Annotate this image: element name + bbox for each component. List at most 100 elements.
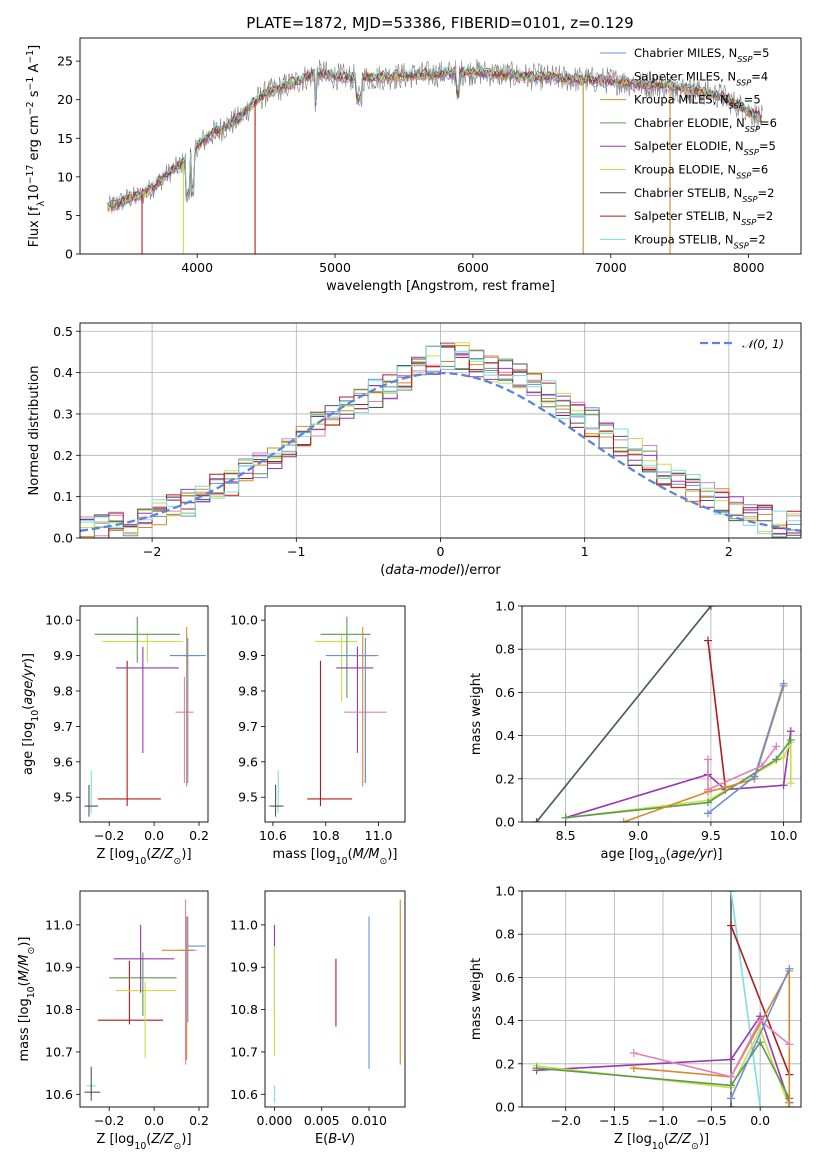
legend-label: Kroupa MILES, NSSP=5: [634, 93, 761, 111]
y-tick-label: 0.6: [495, 685, 515, 700]
y-tick-label: 25: [57, 54, 73, 69]
axes-frame: [79, 890, 209, 1108]
y-axis-label-part: M/M: [17, 955, 32, 982]
legend-label-part: Salpeter MILES, N: [634, 69, 736, 83]
y-tick-label: 5: [65, 208, 73, 223]
y-tick-label: 0.4: [495, 728, 515, 743]
legend-label-part: SSP: [734, 240, 749, 250]
x-axis-label-part: 10: [652, 1141, 664, 1152]
x-axis-label: wavelength [Angstrom, rest frame]: [326, 279, 555, 294]
model-spectrum-line: [107, 65, 762, 209]
weight-marker: [779, 753, 788, 762]
legend-label-part: SSP: [745, 124, 760, 134]
legend-label-part: SSP: [741, 217, 756, 227]
weight-marker: [727, 1081, 736, 1090]
x-tick-label: 1: [581, 544, 589, 559]
x-tick-label: −0.2: [94, 828, 124, 843]
axes-frame: [264, 605, 406, 823]
y-axis-label: Flux [fλ10−17 erg cm−2 s−1 A−1]: [25, 45, 47, 247]
legend-label-part: SSP: [737, 54, 752, 64]
x-axis-label-part: 10: [134, 1141, 146, 1152]
x-axis-label: Z [log10(Z/Z⊙)]: [96, 1132, 191, 1152]
x-axis-label-part: M/M: [353, 847, 380, 862]
normal-curve: [80, 371, 801, 532]
mass_vs_EBV-plot-area: [273, 899, 401, 1103]
y-tick-label: 9.9: [53, 648, 73, 663]
y-axis-label-part: (: [17, 981, 32, 986]
y-tick-label: 10.7: [45, 1044, 73, 1059]
x-axis-label-part: 10: [336, 856, 348, 867]
y-tick-label: 9.6: [53, 754, 73, 769]
x-axis-label: age [log10(age/yr)]: [600, 847, 722, 867]
age_vs_mass-axes: 10.6 10.8 11.0 9.5 9.6 9.7 9.8 9.9 10.0 mass [log…: [230, 605, 406, 867]
chart-title: PLATE=1872, MJD=53386, FIBERID=0101, z=0…: [246, 14, 633, 32]
y-axis-label-part: )]: [17, 937, 32, 947]
y-axis-label: mass weight: [469, 958, 484, 1040]
x-tick-label: 0.005: [304, 1113, 340, 1128]
y-axis-label-part: s: [27, 90, 42, 101]
weight-marker: [756, 1103, 765, 1107]
y-tick-label: 11.0: [45, 917, 73, 932]
legend-label-part: SSP: [736, 77, 751, 87]
weight-marker: [779, 679, 788, 688]
x-tick-label: 0.2: [189, 828, 209, 843]
age_vs_mass-plot-area: [267, 616, 387, 817]
x-axis-label-part: Z [log: [614, 1132, 652, 1147]
y-tick-label: 10.6: [230, 1087, 258, 1102]
weight-marker: [619, 818, 628, 822]
legend-label-part: Chabrier ELODIE, N: [634, 116, 745, 130]
weight-marker: [704, 798, 712, 807]
weight-marker: [756, 1038, 765, 1047]
x-axis-label-part: Z/Z: [150, 847, 174, 862]
legend-label-part: =2: [749, 232, 766, 246]
legend-label: Salpeter STELIB, NSSP=2: [634, 209, 773, 227]
weight-line: [633, 1019, 790, 1078]
legend-label-part: Chabrier STELIB, N: [634, 186, 742, 200]
residual-histogram: [80, 345, 801, 535]
y-axis-label: Normed distribution: [27, 366, 42, 496]
mass_vs_Z-axes: −0.2 0.0 0.210.610.710.810.911.0Z [log10(Z…: [17, 890, 209, 1152]
weight-marker: [772, 755, 781, 764]
x-tick-label: 0: [437, 544, 445, 559]
x-axis-label-part: )/error: [460, 563, 502, 578]
y-axis-label-part: (: [21, 705, 36, 710]
legend-label-part: =6: [751, 163, 768, 177]
weight-marker: [786, 779, 795, 788]
x-axis-label-part: )]: [699, 1132, 709, 1147]
y-axis-label-part: −2: [25, 101, 36, 115]
x-tick-label: −1: [287, 544, 305, 559]
weight-marker: [727, 1055, 736, 1064]
weight-marker: [532, 818, 541, 822]
x-axis-label-part: )]: [181, 847, 191, 862]
x-axis-label: E(B-V): [315, 1132, 355, 1147]
mass_vs_EBV-axes: 0.000 0.005 0.010 10.6 10.7 10.8 10.9 11.0 E(B-V…: [230, 890, 406, 1147]
y-tick-label: 10.0: [45, 613, 73, 628]
y-tick-label: 0.2: [53, 448, 73, 463]
weight-marker: [772, 742, 781, 751]
x-axis-label-part: data-model: [385, 563, 460, 578]
x-tick-label: 7000: [595, 260, 627, 275]
y-axis-label-part: 10: [26, 986, 37, 998]
legend-label: Kroupa STELIB, NSSP=2: [634, 232, 766, 250]
y-tick-label: 9.8: [53, 683, 73, 698]
legend-label-part: Kroupa STELIB, N: [634, 232, 734, 246]
y-tick-label: 9.5: [53, 790, 73, 805]
weight-marker: [629, 1049, 638, 1057]
x-axis-label-part: (: [323, 1132, 328, 1147]
x-tick-label: −2.0: [551, 1113, 581, 1128]
x-tick-label: 10.8: [312, 828, 340, 843]
age_vs_Z-plot-area: [84, 616, 206, 817]
x-tick-label: 10.6: [259, 828, 287, 843]
y-tick-label: 20: [57, 92, 73, 107]
y-tick-label: 0.0: [53, 531, 73, 546]
x-tick-label: 0.010: [351, 1113, 387, 1128]
legend-label-part: SSP: [744, 147, 759, 157]
x-tick-label: −2: [143, 544, 161, 559]
weight-marker: [629, 1064, 638, 1073]
x-tick-label: 4000: [181, 260, 213, 275]
x-tick-label: 0.0: [144, 1113, 164, 1128]
x-tick-label: −1.0: [648, 1113, 678, 1128]
legend-label-part: =4: [751, 69, 768, 83]
axes-frame: [79, 37, 802, 255]
